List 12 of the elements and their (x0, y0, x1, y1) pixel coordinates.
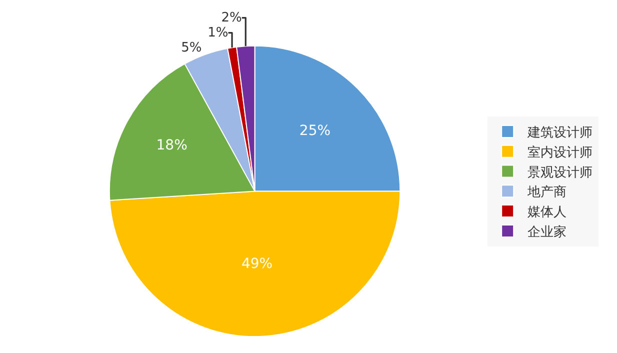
legend-label: 地产商 (526, 185, 567, 200)
data-label: 18% (156, 138, 188, 154)
data-label: 5% (181, 40, 202, 56)
legend-label: 企业家 (528, 224, 567, 240)
legend-label: 室内设计师 (528, 144, 593, 160)
data-label: 49% (241, 256, 273, 272)
legend-label: 媒体人 (528, 205, 567, 220)
data-label: 25% (299, 122, 331, 139)
legend-label: 景观设计师 (528, 165, 593, 180)
data-label: 1% (208, 25, 228, 40)
legend-label: 建筑设计师 (526, 126, 593, 141)
data-label: 2% (221, 10, 242, 26)
